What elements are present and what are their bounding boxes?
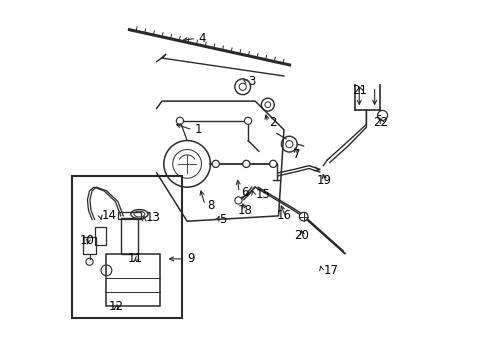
- Circle shape: [234, 197, 242, 204]
- Circle shape: [299, 212, 307, 221]
- Circle shape: [176, 117, 183, 125]
- Text: 7: 7: [292, 148, 300, 161]
- Bar: [95, 226, 105, 244]
- Circle shape: [244, 117, 251, 125]
- Text: 14: 14: [102, 210, 117, 222]
- Circle shape: [269, 160, 276, 167]
- Text: 11: 11: [128, 252, 142, 265]
- Bar: [118, 212, 140, 220]
- Text: 1: 1: [194, 123, 202, 136]
- Circle shape: [242, 160, 249, 167]
- Text: 2: 2: [269, 116, 277, 129]
- Bar: [106, 254, 160, 306]
- Text: 6: 6: [241, 186, 248, 199]
- Text: 17: 17: [323, 264, 338, 277]
- Text: 9: 9: [187, 252, 194, 265]
- Text: 15: 15: [255, 188, 269, 201]
- Text: 3: 3: [247, 75, 255, 88]
- Text: 19: 19: [316, 174, 330, 186]
- Text: 8: 8: [206, 199, 214, 212]
- Text: 4: 4: [198, 32, 205, 45]
- Text: 20: 20: [293, 229, 308, 242]
- Text: 16: 16: [276, 210, 291, 222]
- Bar: [121, 219, 138, 254]
- Text: 12: 12: [108, 300, 123, 313]
- Text: 10: 10: [80, 234, 94, 247]
- Circle shape: [212, 160, 219, 167]
- Text: 22: 22: [373, 116, 388, 129]
- Text: 21: 21: [351, 84, 366, 97]
- Bar: [72, 176, 182, 318]
- Bar: [83, 237, 96, 253]
- Text: 5: 5: [219, 213, 226, 226]
- Text: 18: 18: [237, 204, 252, 217]
- Text: 13: 13: [145, 211, 161, 224]
